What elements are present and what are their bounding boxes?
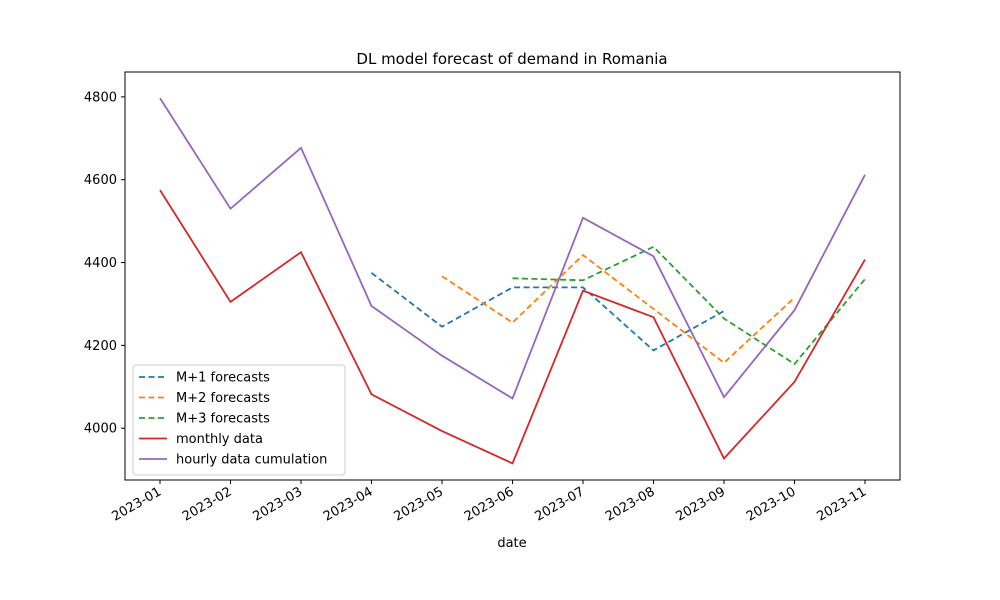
legend-label-2: M+3 forecasts <box>176 412 270 427</box>
y-tick-label: 4800 <box>84 90 117 105</box>
legend-label-4: hourly data cumulation <box>176 453 327 468</box>
x-tick-label: 2023-06 <box>462 484 517 524</box>
y-tick-label: 4600 <box>84 173 117 188</box>
series-line-1 <box>441 253 796 364</box>
series-line-0 <box>370 272 725 352</box>
x-tick-label: 2023-10 <box>744 484 799 524</box>
x-axis-label: date <box>497 536 526 551</box>
y-tick-label: 4400 <box>84 256 117 271</box>
legend-box <box>132 364 346 476</box>
x-tick-label: 2023-11 <box>814 484 869 524</box>
x-axis: 2023-01 2023-02 2023-03 2023-04 2023-05 2023-… <box>109 480 869 525</box>
legend-label-0: M+1 forecasts <box>176 371 270 386</box>
legend-label-1: M+2 forecasts <box>176 391 270 406</box>
legend-label-3: monthly data <box>176 432 263 447</box>
x-tick-label: 2023-09 <box>673 484 728 524</box>
x-tick-label: 2023-07 <box>532 484 587 524</box>
x-tick-label: 2023-08 <box>603 484 658 524</box>
x-tick-label: 2023-03 <box>250 484 305 524</box>
x-tick-label: 2023-01 <box>109 484 164 524</box>
x-tick-label: 2023-05 <box>391 484 446 524</box>
y-tick-label: 4000 <box>84 422 117 437</box>
legend: M+1 forecasts M+2 forecasts M+3 forecasts m… <box>132 364 346 476</box>
plot-area <box>124 71 901 481</box>
y-tick-label: 4200 <box>84 339 117 354</box>
chart-title: DL model forecast of demand in Romania <box>356 50 667 68</box>
series-line-3 <box>159 189 866 465</box>
x-tick-label: 2023-02 <box>180 484 235 524</box>
x-tick-label: 2023-04 <box>321 484 376 524</box>
series-line-2 <box>512 245 866 366</box>
y-axis: 4000 4200 4400 4600 4800 <box>84 90 125 437</box>
series-line-4 <box>159 97 866 400</box>
